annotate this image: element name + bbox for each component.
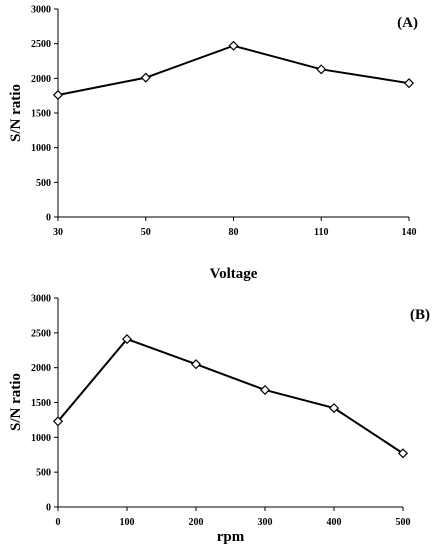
panel-b-x-tick-label: 100 (120, 517, 135, 528)
panel-a-y-tick-label: 1000 (31, 143, 51, 154)
panel-b-y-tick-label: 0 (46, 503, 51, 514)
panel-a-data-point (140, 72, 151, 83)
panel-b-data-point (190, 359, 202, 370)
panel-a-data-point (52, 89, 64, 101)
panel-a-x-tick-label: 110 (314, 227, 328, 238)
panel-a-y-tick-label: 2000 (31, 74, 51, 85)
panel-b-y-tick-label: 3000 (31, 294, 51, 305)
panel-a-y-tick-label: 500 (36, 178, 51, 189)
panel-b-y-axis-title: S/N ratio (8, 373, 24, 431)
panel-b-y-tick-label: 1000 (31, 433, 51, 444)
panel-a-x-tick-label: 80 (229, 227, 239, 238)
panel-a-y-tick-label: 0 (46, 213, 51, 224)
panel-b-x-tick-label: 200 (189, 517, 204, 528)
panel-b-data-point (121, 334, 133, 345)
panel-b-x-tick-label: 400 (327, 517, 342, 528)
panel-a-y-tick-label: 2500 (31, 39, 51, 50)
panel-b-label: (B) (410, 307, 430, 323)
panel-a-x-tick-label: 140 (402, 227, 417, 238)
panel-b-y-tick-label: 2000 (31, 363, 51, 374)
panel-a-data-point (316, 64, 327, 75)
panel-b-y-tick-label: 2500 (31, 328, 51, 339)
panel-a-x-tick-label: 30 (53, 227, 63, 238)
panel-b-data-point (397, 448, 409, 459)
panel-a-data-point (228, 40, 239, 51)
panel-b-x-tick-label: 500 (396, 517, 411, 528)
panel-a-series-line (57, 44, 410, 96)
panel-b-data-point (52, 416, 64, 427)
panel-b-x-tick-label: 0 (56, 517, 61, 528)
panel-b-x-tick-label: 300 (258, 517, 273, 528)
panel-a-x-axis-title: Voltage (210, 266, 258, 282)
panel-a-x-tick-label: 50 (141, 227, 151, 238)
panel-b-data-point (259, 384, 271, 396)
panel-b-series-line (57, 337, 404, 455)
panel-a-y-axis-title: S/N ratio (8, 84, 24, 142)
panel-a-y-tick-label: 1500 (31, 109, 51, 120)
panel-b-y-tick-label: 500 (36, 468, 51, 479)
panel-a-data-point (403, 78, 415, 89)
panel-b-y-tick-label: 1500 (31, 398, 51, 409)
panel-b-x-axis-title: rpm (217, 529, 245, 545)
panel-a-y-tick-label: 3000 (31, 5, 51, 16)
panel-b-data-point (328, 403, 340, 414)
panel-a-label: (A) (397, 15, 418, 31)
